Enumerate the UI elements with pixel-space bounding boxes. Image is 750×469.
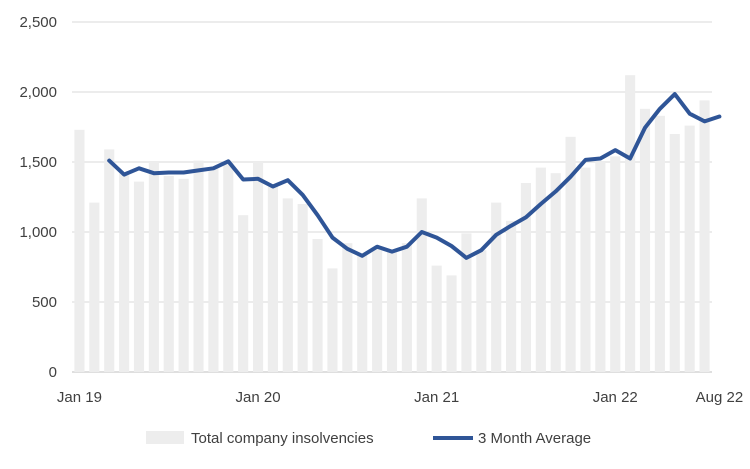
bar xyxy=(520,183,532,372)
y-tick-label: 0 xyxy=(49,364,57,381)
x-tick-label: Jan 19 xyxy=(57,389,102,406)
x-tick-label: Aug 22 xyxy=(696,389,744,406)
bar xyxy=(297,204,308,372)
bar xyxy=(104,149,115,372)
bar xyxy=(595,162,606,372)
bar xyxy=(223,162,234,372)
bar xyxy=(416,198,427,372)
bar xyxy=(431,265,442,372)
bar xyxy=(312,239,323,372)
y-tick-label: 1,500 xyxy=(19,154,57,171)
bar xyxy=(669,134,680,372)
x-tick-label: Jan 20 xyxy=(236,389,281,406)
bar xyxy=(506,220,517,372)
bar xyxy=(535,167,546,372)
bar xyxy=(119,173,130,372)
legend-line-label: 3 Month Average xyxy=(478,430,591,447)
bar xyxy=(639,108,651,373)
bar xyxy=(565,136,576,372)
bar xyxy=(89,202,100,372)
y-tick-label: 2,500 xyxy=(19,14,57,31)
bar xyxy=(476,250,487,372)
bar xyxy=(684,125,695,372)
bar xyxy=(163,176,174,372)
bar xyxy=(386,251,398,372)
x-tick-label: Jan 21 xyxy=(414,389,459,406)
bar xyxy=(74,129,85,372)
bar xyxy=(133,181,145,372)
bar xyxy=(238,215,249,372)
bar xyxy=(610,156,621,372)
x-axis-ticks: Jan 19 Jan 20 Jan 21 Jan 22 Aug 22 xyxy=(57,389,743,406)
line-3-month-average xyxy=(107,92,722,260)
legend: Total company insolvencies 3 Month Avera… xyxy=(146,430,591,447)
bar xyxy=(461,233,472,372)
bar xyxy=(401,243,412,372)
bar xyxy=(193,160,204,372)
y-tick-label: 500 xyxy=(32,294,57,311)
bar xyxy=(625,75,636,372)
y-tick-label: 2,000 xyxy=(19,84,57,101)
bar xyxy=(491,202,502,372)
bar xyxy=(357,254,368,372)
bar xyxy=(178,178,189,372)
legend-bar-label: Total company insolvencies xyxy=(191,430,374,447)
bar xyxy=(208,167,219,372)
bar xyxy=(550,173,561,372)
bar xyxy=(148,162,159,372)
bar xyxy=(372,248,383,372)
bar xyxy=(654,115,665,373)
bar xyxy=(699,100,710,373)
legend-bar-swatch xyxy=(146,431,184,444)
line-series xyxy=(107,92,722,260)
bar xyxy=(252,162,264,372)
bar xyxy=(580,167,591,372)
bar xyxy=(267,184,278,372)
bar xyxy=(342,243,353,372)
y-tick-label: 1,000 xyxy=(19,224,57,241)
bar-series xyxy=(74,75,710,373)
y-axis-ticks: 0 500 1,000 1,500 2,000 2,500 xyxy=(19,14,57,381)
bar xyxy=(282,198,293,372)
x-tick-label: Jan 22 xyxy=(593,389,638,406)
bar xyxy=(327,268,338,372)
bar xyxy=(446,275,457,372)
